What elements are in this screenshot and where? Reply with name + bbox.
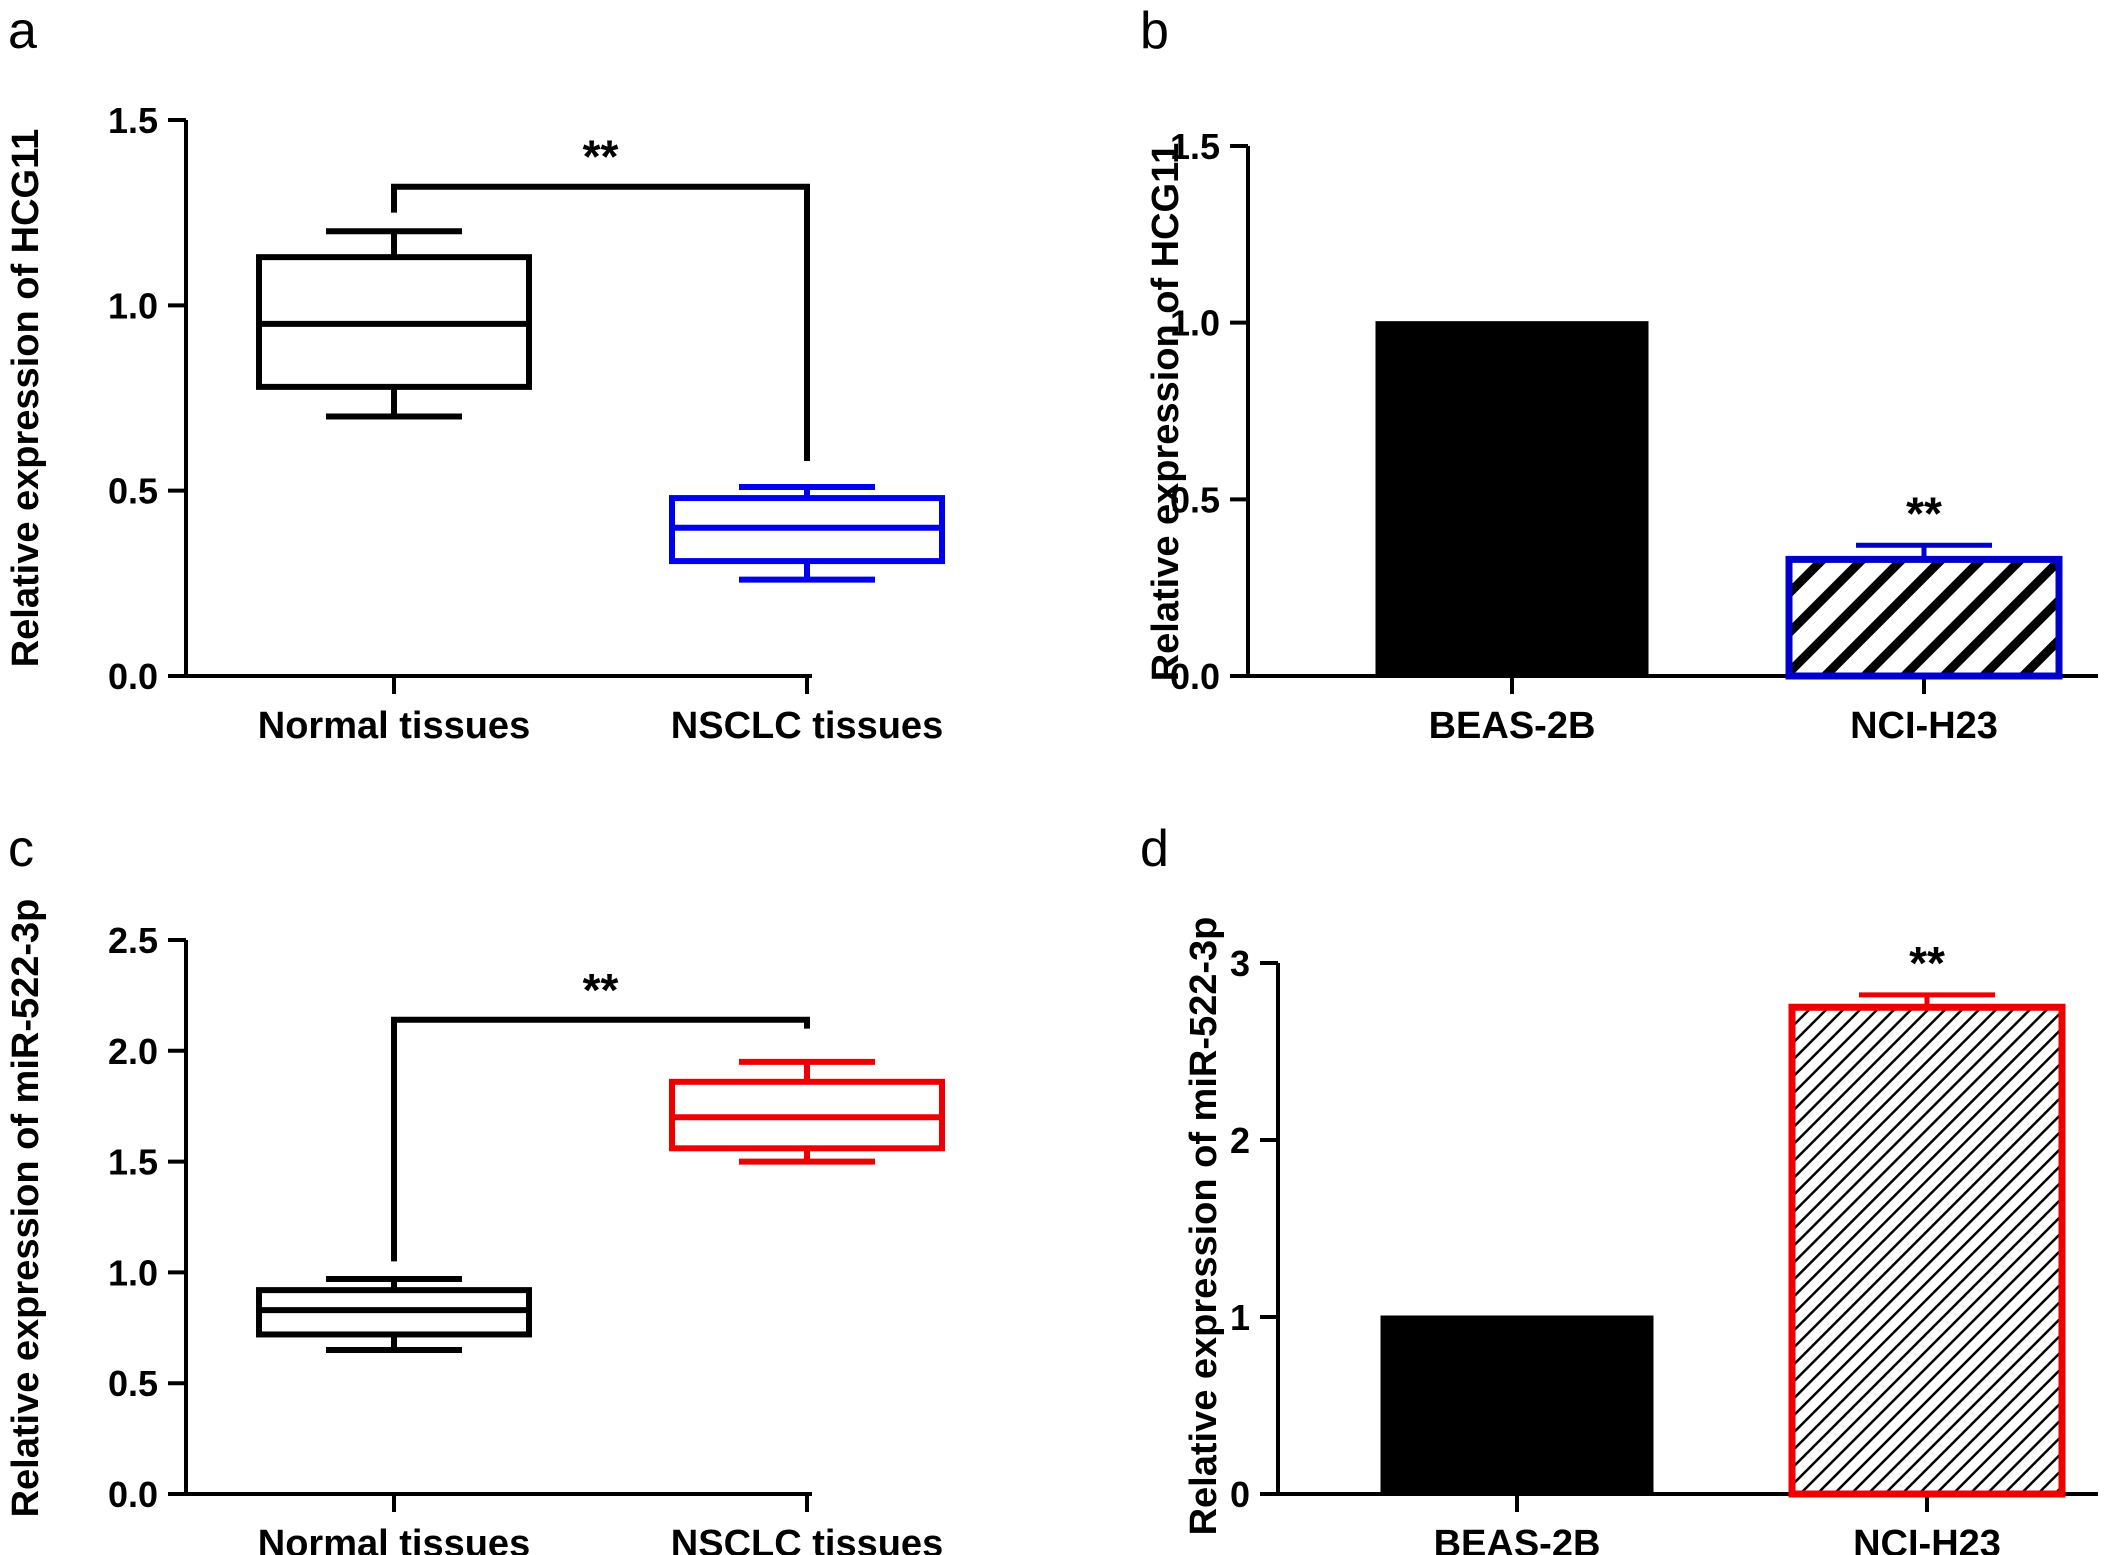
bar-BEAS-2B xyxy=(1380,1315,1654,1496)
bar-BEAS-2B xyxy=(1375,321,1649,678)
significance-label: ** xyxy=(583,131,619,183)
y-tick-label: 1.5 xyxy=(108,100,158,141)
y-tick-label: 1.0 xyxy=(1170,303,1220,344)
x-category-label: Normal tissues xyxy=(258,705,530,747)
significance-label: ** xyxy=(1909,937,1945,989)
panel-c: c 0.0 0.5 1.0 1.5 2.0 2.5 Relative expression o… xyxy=(5,820,945,1555)
x-category-label: BEAS-2B xyxy=(1434,1523,1601,1555)
panel-letter-b: b xyxy=(1140,2,1169,60)
panel-letter-c: c xyxy=(8,820,34,878)
bar-NCI-H23 xyxy=(1788,1003,2066,1498)
significance-bracket xyxy=(391,1016,810,1262)
significance-bracket xyxy=(391,183,810,462)
y-tick-label: 0.0 xyxy=(108,1474,158,1515)
panel-letter-d: d xyxy=(1140,820,1169,878)
y-axis-label: Relative expression of HCG11 xyxy=(1145,143,1187,682)
y-tick-label: 0.5 xyxy=(108,1363,158,1404)
significance-label: ** xyxy=(583,964,619,1016)
y-tick-label: 2.0 xyxy=(108,1031,158,1072)
y-tick-label: 0.0 xyxy=(1170,656,1220,697)
y-tick-label: 0 xyxy=(1230,1474,1250,1515)
x-category-label: BEAS-2B xyxy=(1429,705,1596,747)
y-axis-label: Relative expression of miR-522-3p xyxy=(1183,917,1225,1536)
y-tick-label: 2 xyxy=(1230,1120,1250,1161)
y-axis-label: Relative expression of miR-522-3p xyxy=(5,899,47,1518)
x-category-label: NSCLC tissues xyxy=(671,705,943,747)
y-tick-label: 3 xyxy=(1230,943,1250,984)
y-axis-label: Relative expression of HCG11 xyxy=(5,129,47,668)
panel-a: a 0.0 0.5 1.0 1.5 Relative expression of HCG1… xyxy=(5,2,945,747)
y-tick-label: 1 xyxy=(1230,1297,1250,1338)
y-tick-label: 1.5 xyxy=(1170,126,1220,167)
y-tick-label: 0.5 xyxy=(108,471,158,512)
y-tick-label: 0.5 xyxy=(1170,479,1220,520)
bar-NCI-H23 xyxy=(1785,555,2063,680)
y-tick-label: 0.0 xyxy=(108,656,158,697)
y-tick-label: 1.0 xyxy=(108,285,158,326)
y-tick-label: 1.0 xyxy=(108,1252,158,1293)
significance-label: ** xyxy=(1906,487,1942,539)
x-category-label: NCI-H23 xyxy=(1853,1523,2001,1555)
x-category-label: NSCLC tissues xyxy=(671,1523,943,1555)
panel-letter-a: a xyxy=(8,2,37,60)
x-category-label: Normal tissues xyxy=(258,1523,530,1555)
x-category-label: NCI-H23 xyxy=(1850,705,1998,747)
y-tick-label: 2.5 xyxy=(108,920,158,961)
y-tick-label: 1.5 xyxy=(108,1142,158,1183)
